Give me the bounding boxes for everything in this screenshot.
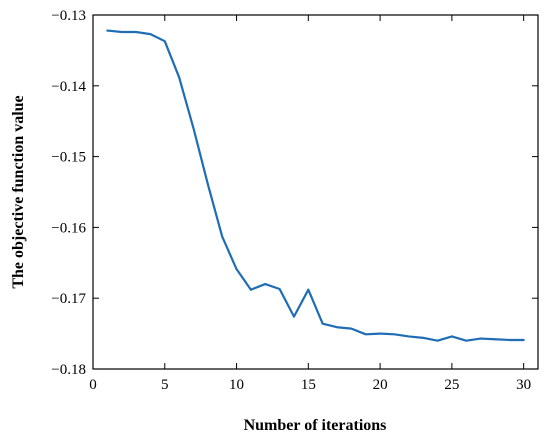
- y-axis-title: The objective function value: [10, 95, 27, 288]
- y-tick-label: −0.13: [51, 8, 86, 24]
- x-tick-label: 25: [444, 377, 459, 393]
- series-layer: [106, 29, 525, 342]
- y-tick-label: −0.17: [51, 291, 86, 307]
- x-tick-label: 15: [301, 377, 316, 393]
- x-tick-label: 5: [161, 377, 169, 393]
- x-axis-title: Number of iterations: [244, 417, 387, 434]
- y-axis-ticks: −0.13 −0.14 −0.15 −0.16 −0.17 −0.18: [51, 8, 538, 378]
- y-tick-label: −0.14: [51, 79, 86, 95]
- x-tick-label: 10: [229, 377, 244, 393]
- x-tick-label: 20: [373, 377, 388, 393]
- y-tick-label: −0.15: [51, 150, 86, 166]
- y-tick-label: −0.18: [51, 362, 86, 378]
- x-tick-label: 30: [516, 377, 531, 393]
- y-tick-label: −0.16: [51, 220, 86, 236]
- series-line: [106, 29, 525, 342]
- x-tick-label: 0: [89, 377, 97, 393]
- x-axis-ticks: 0 5 10 15 20 25 30: [89, 15, 531, 393]
- plot-frame: [92, 14, 539, 370]
